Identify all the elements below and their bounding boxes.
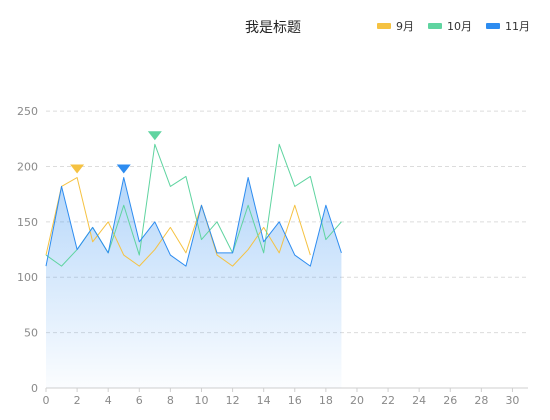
chart-title: 我是标题	[245, 20, 301, 36]
x-tick-label: 10	[194, 394, 208, 407]
max-marker	[116, 164, 131, 174]
y-tick-label: 50	[24, 327, 38, 340]
legend-label: 11月	[505, 20, 530, 33]
legend-label: 9月	[396, 20, 414, 33]
legend-label: 10月	[447, 20, 472, 33]
y-tick-label: 250	[17, 105, 38, 118]
chart-legend: 9月 10月 11月	[377, 18, 530, 34]
x-tick-label: 28	[474, 394, 488, 407]
x-tick-label: 12	[226, 394, 240, 407]
x-tick-label: 26	[443, 394, 457, 407]
legend-swatch	[377, 23, 391, 29]
y-tick-label: 100	[17, 271, 38, 284]
legend-item-sep[interactable]: 9月	[377, 18, 414, 34]
x-tick-label: 18	[319, 394, 333, 407]
x-tick-label: 22	[381, 394, 395, 407]
x-tick-label: 16	[288, 394, 302, 407]
y-tick-label: 0	[31, 382, 38, 395]
legend-swatch	[428, 23, 442, 29]
legend-item-nov[interactable]: 11月	[486, 18, 530, 34]
series-line	[45, 177, 342, 267]
legend-swatch	[486, 23, 500, 29]
x-tick-label: 14	[257, 394, 271, 407]
legend-item-oct[interactable]: 10月	[428, 18, 472, 34]
series-area	[46, 177, 342, 388]
x-tick-label: 2	[74, 394, 81, 407]
y-tick-label: 150	[17, 216, 38, 229]
x-tick-label: 6	[136, 394, 143, 407]
x-tick-label: 4	[105, 394, 112, 407]
max-marker	[70, 164, 85, 174]
y-tick-label: 200	[17, 160, 38, 173]
x-tick-label: 8	[167, 394, 174, 407]
max-marker	[147, 131, 162, 141]
x-tick-label: 30	[505, 394, 519, 407]
x-tick-label: 0	[43, 394, 50, 407]
x-tick-label: 24	[412, 394, 426, 407]
x-tick-label: 20	[350, 394, 364, 407]
